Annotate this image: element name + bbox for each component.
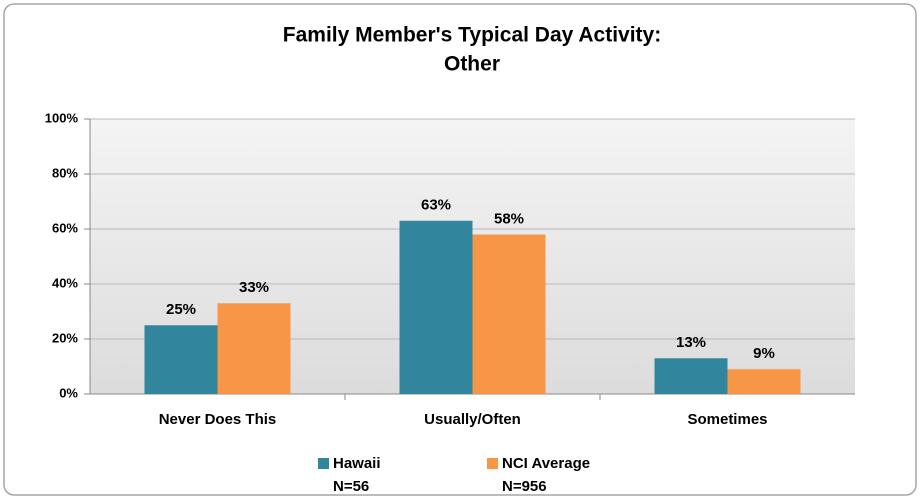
legend-label: NCI Average bbox=[502, 455, 590, 472]
y-tick-label: 80% bbox=[52, 165, 78, 180]
legend-note: N=956 bbox=[502, 478, 547, 495]
y-tick-label: 40% bbox=[52, 275, 78, 290]
legend-label: Hawaii bbox=[333, 455, 381, 472]
value-label: 13% bbox=[676, 334, 706, 351]
y-tick-label: 60% bbox=[52, 220, 78, 235]
chart-title: Other bbox=[444, 53, 500, 76]
x-tick-label: Never Does This bbox=[159, 411, 277, 428]
legend-swatch bbox=[487, 458, 498, 469]
x-tick-label: Usually/Often bbox=[424, 411, 521, 428]
value-label: 63% bbox=[421, 197, 451, 214]
value-label: 58% bbox=[494, 210, 524, 227]
x-tick-label: Sometimes bbox=[687, 411, 767, 428]
value-label: 9% bbox=[753, 345, 775, 362]
bar bbox=[217, 303, 291, 394]
bar bbox=[399, 220, 473, 394]
legend-note: N=56 bbox=[333, 478, 369, 495]
bar bbox=[144, 325, 218, 394]
bar bbox=[727, 369, 801, 394]
y-tick-label: 0% bbox=[59, 385, 78, 400]
y-tick-label: 100% bbox=[45, 110, 79, 125]
y-tick-label: 20% bbox=[52, 330, 78, 345]
legend-swatch bbox=[318, 458, 329, 469]
value-label: 25% bbox=[166, 301, 196, 318]
bar bbox=[472, 234, 546, 394]
bar bbox=[654, 358, 728, 394]
chart-title: Family Member's Typical Day Activity: bbox=[283, 24, 661, 47]
value-label: 33% bbox=[239, 279, 269, 296]
